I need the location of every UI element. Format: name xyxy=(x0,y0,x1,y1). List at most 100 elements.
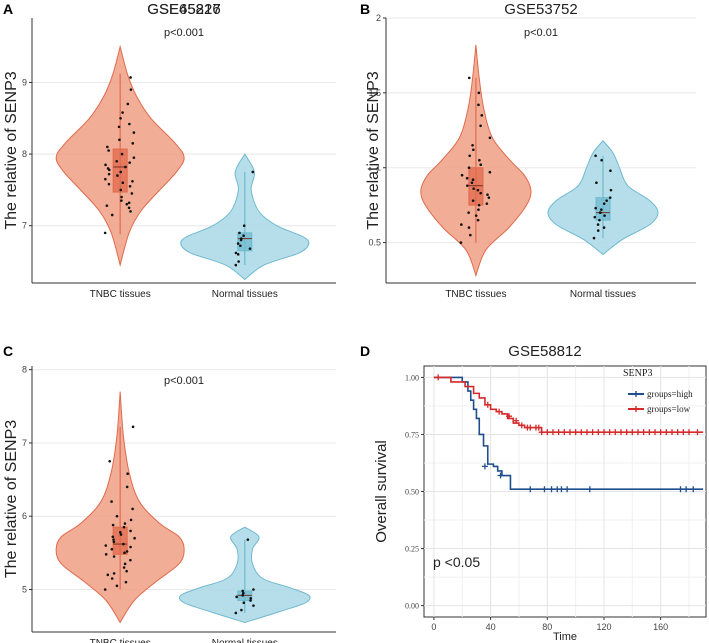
censor-mark xyxy=(484,401,491,408)
censor-mark xyxy=(506,413,513,420)
data-point xyxy=(476,218,480,222)
data-point xyxy=(467,226,471,229)
censor-mark xyxy=(586,486,593,493)
x-category-label: TNBC tissues xyxy=(445,289,506,300)
data-point xyxy=(103,588,107,591)
p-value: p<0.01 xyxy=(524,27,558,39)
censor-mark xyxy=(527,424,534,431)
data-point xyxy=(111,523,115,527)
data-point xyxy=(242,591,245,595)
data-point xyxy=(477,208,480,211)
panel-letter: A xyxy=(3,1,13,17)
data-point xyxy=(124,165,127,169)
x-category-label: Normal tissues xyxy=(212,638,278,643)
data-point xyxy=(127,206,131,210)
legend-label: groups=high xyxy=(647,389,693,399)
data-point xyxy=(120,195,123,199)
x-tick-label: 160 xyxy=(653,622,668,632)
data-point xyxy=(125,485,129,489)
data-point xyxy=(131,425,135,429)
data-point xyxy=(121,111,124,114)
censor-mark xyxy=(600,429,607,436)
data-point xyxy=(465,176,469,180)
legend: SENP3 groups=high groups=low xyxy=(623,368,693,414)
censor-mark xyxy=(578,429,585,436)
data-point xyxy=(129,518,133,522)
box xyxy=(468,167,484,206)
censor-mark xyxy=(572,429,579,436)
data-point xyxy=(594,206,597,210)
censor-mark xyxy=(496,408,503,415)
censor-mark xyxy=(497,472,504,479)
data-point xyxy=(123,562,127,566)
data-point xyxy=(128,161,131,164)
data-point xyxy=(122,566,126,569)
data-point xyxy=(246,538,250,541)
data-point xyxy=(605,199,608,202)
data-point xyxy=(104,544,108,547)
data-point xyxy=(234,611,238,615)
survival-curve-high xyxy=(433,376,704,491)
data-point xyxy=(125,550,129,553)
data-point xyxy=(129,545,132,549)
panel-letter: D xyxy=(360,343,370,359)
data-point xyxy=(125,202,129,206)
data-point xyxy=(115,584,119,588)
data-point xyxy=(488,136,492,140)
data-point xyxy=(237,260,240,263)
data-point xyxy=(598,218,601,222)
censor-mark xyxy=(623,429,630,436)
censor-mark xyxy=(617,429,624,436)
y-tick-label: 0.00 xyxy=(405,602,419,611)
data-point xyxy=(110,577,114,580)
data-point xyxy=(120,199,123,202)
data-point xyxy=(131,507,134,511)
data-point xyxy=(472,187,475,190)
y-tick-label: 0.75 xyxy=(405,430,419,439)
data-point xyxy=(129,76,132,79)
censor-mark xyxy=(541,486,548,493)
panel-d: D GSE58812 0 40 80 120 160 0.00 0.25 0.50 0.75 1.00… xyxy=(360,343,707,643)
data-point xyxy=(459,241,463,244)
data-point xyxy=(474,214,478,217)
data-point xyxy=(110,213,114,217)
data-point xyxy=(123,522,127,525)
legend-label: groups=low xyxy=(647,404,691,414)
data-point xyxy=(471,143,474,147)
data-point xyxy=(486,193,489,196)
y-tick-label: 5 xyxy=(22,584,27,594)
censor-mark xyxy=(589,429,596,436)
data-point xyxy=(242,234,245,238)
censor-mark xyxy=(548,486,555,493)
data-point xyxy=(110,500,113,503)
data-point xyxy=(132,156,136,159)
data-point xyxy=(133,536,136,540)
data-point xyxy=(477,91,481,95)
data-point xyxy=(110,547,114,551)
censor-mark xyxy=(683,486,690,493)
censor-mark xyxy=(564,486,571,493)
data-point xyxy=(467,166,471,170)
data-point xyxy=(126,472,129,476)
data-point xyxy=(609,188,613,192)
data-point xyxy=(103,231,107,235)
censor-mark xyxy=(663,429,670,436)
y-tick-label: 8 xyxy=(22,149,27,159)
data-point xyxy=(125,569,128,573)
data-point xyxy=(119,533,123,536)
y-tick-label: 7 xyxy=(22,221,27,231)
data-point xyxy=(132,131,136,134)
y-tick-label: 1.5 xyxy=(368,88,381,98)
data-point xyxy=(131,179,134,183)
censor-mark xyxy=(606,429,613,436)
y-tick-label: 6 xyxy=(22,511,27,521)
x-tick-label: 120 xyxy=(596,622,611,632)
data-point xyxy=(104,177,107,181)
x-tick-label: 40 xyxy=(486,622,496,632)
censor-mark xyxy=(595,429,602,436)
y-tick-label: 0.25 xyxy=(405,545,419,554)
data-point xyxy=(603,214,606,217)
data-point xyxy=(107,182,111,186)
